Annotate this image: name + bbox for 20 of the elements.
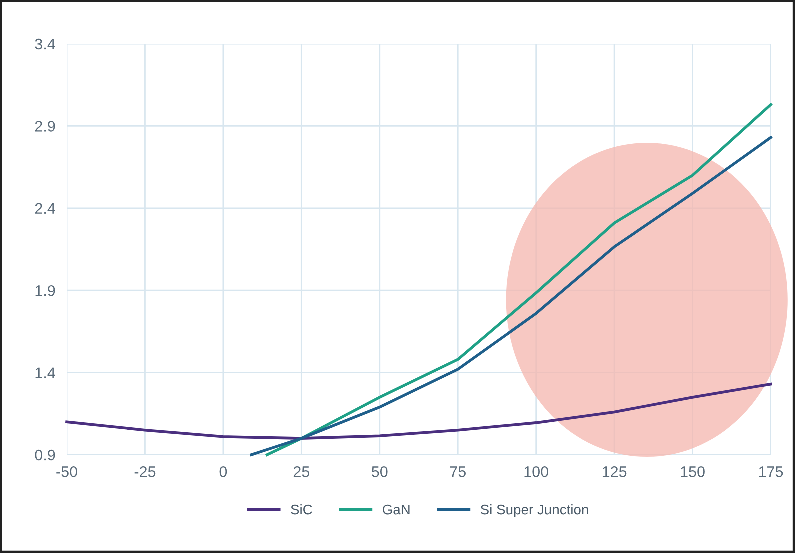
y-tick-label: 1.9 [36, 285, 56, 296]
y-tick-label: 2.4 [35, 203, 56, 214]
x-tick-label: 75 [450, 466, 466, 478]
x-tick-label: -50 [56, 466, 78, 478]
x-tick-label: 0 [220, 466, 228, 478]
x-tick-label: -25 [134, 466, 156, 478]
x-tick-label: 50 [372, 466, 388, 478]
legend-label: GaN [383, 504, 410, 515]
x-tick-label: 175 [759, 466, 784, 478]
y-tick-label: 0.9 [35, 450, 56, 461]
x-tick-label: 25 [294, 466, 310, 478]
line-series [66, 382, 772, 440]
y-tick-label: 2.9 [35, 121, 56, 132]
y-tick-label: 1.4 [36, 368, 56, 378]
y-tick-label: 3.4 [35, 38, 56, 50]
x-tick-label: 150 [681, 466, 705, 478]
x-tick-label: 100 [524, 466, 548, 478]
legend-label: Si Super Junction [480, 504, 588, 518]
x-tick-label: 125 [602, 466, 627, 478]
legend-label: SiC [291, 504, 312, 515]
